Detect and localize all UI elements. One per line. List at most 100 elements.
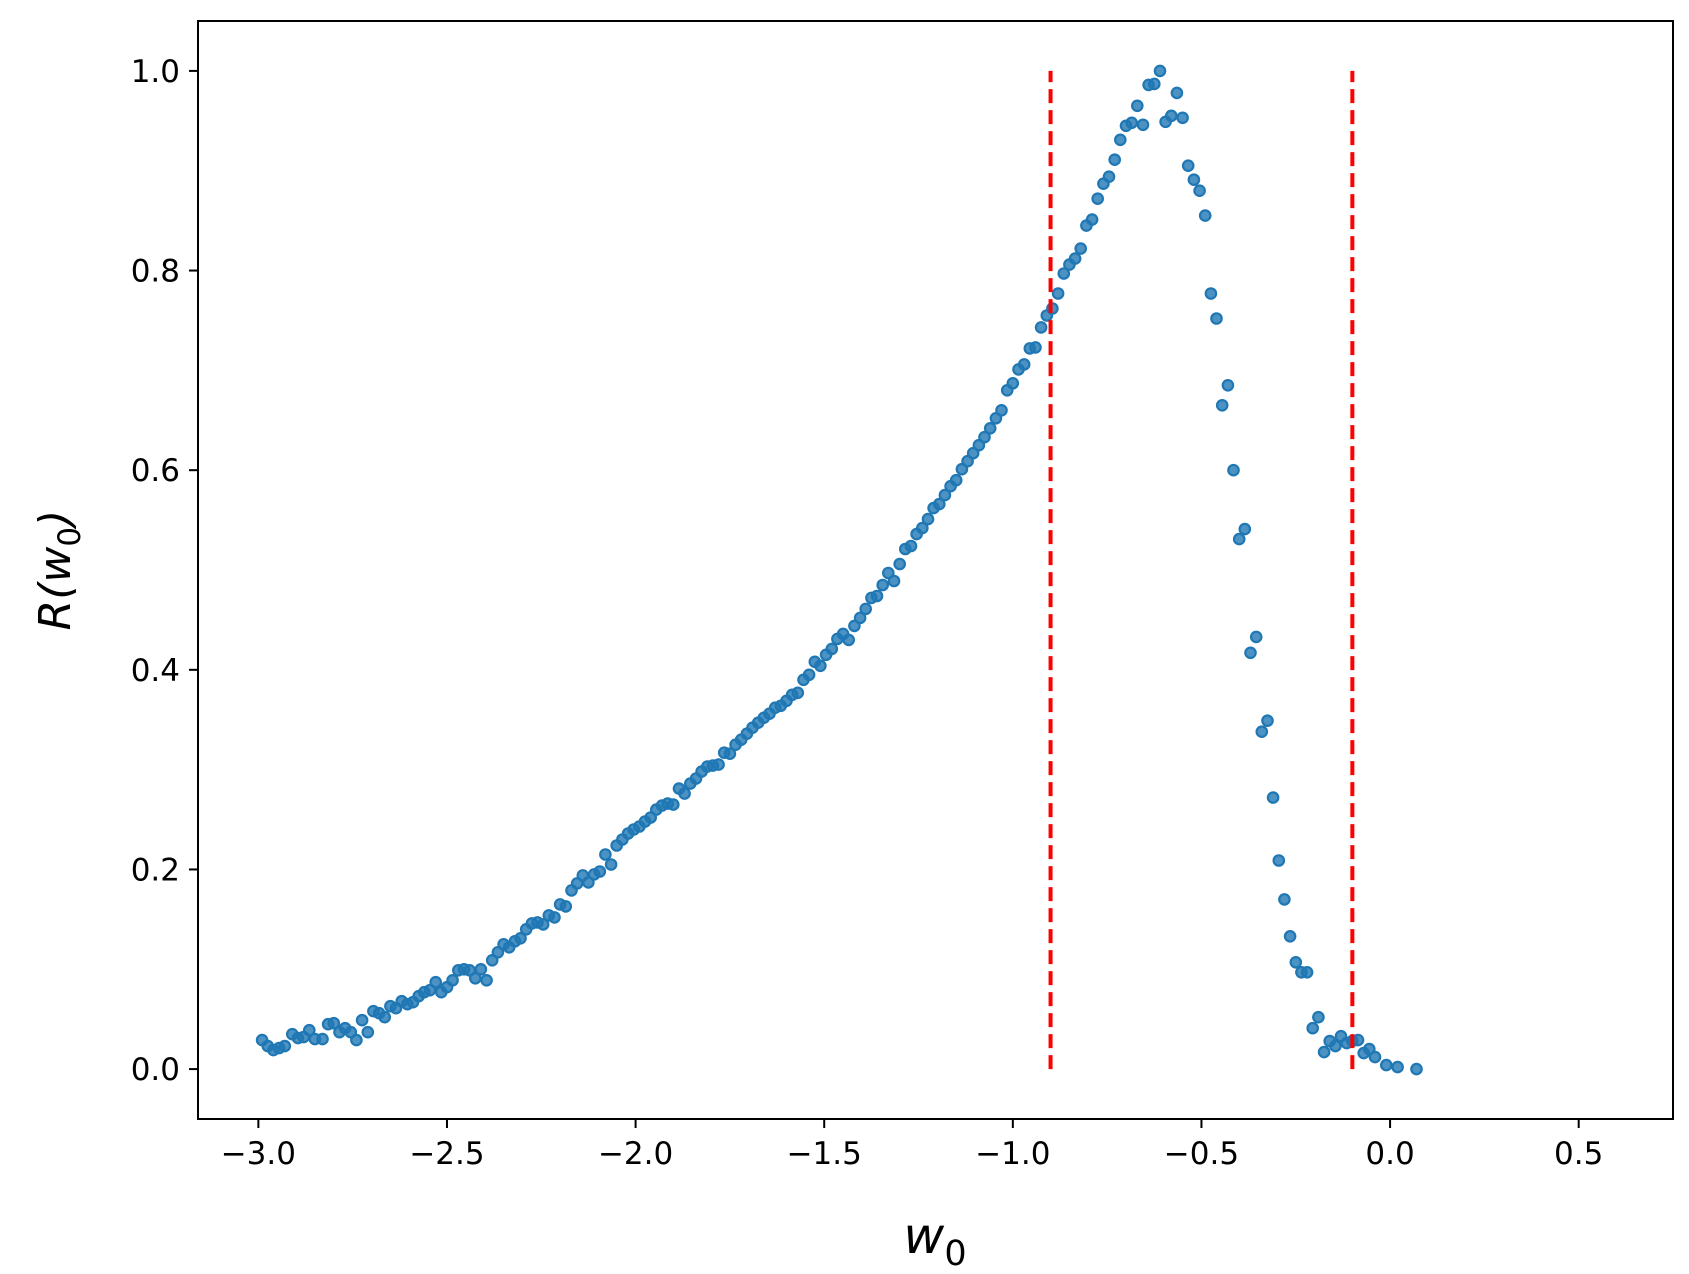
data-point [853, 611, 867, 625]
data-point [361, 1025, 375, 1039]
data-point [1114, 133, 1127, 147]
data-point [1244, 646, 1257, 660]
data-point [278, 1039, 292, 1053]
x-axis-label-base: w [903, 1207, 944, 1265]
data-point [1068, 252, 1082, 265]
plot-frame [197, 20, 1674, 1120]
data-point [1266, 791, 1280, 804]
data-point [1074, 242, 1087, 255]
data-point [1289, 955, 1303, 969]
data-point [876, 578, 889, 592]
y-tick-label: 1.0 [131, 54, 180, 90]
data-point [1210, 312, 1223, 325]
data-point [593, 865, 607, 878]
y-axis-label-base: w [30, 546, 81, 583]
data-point [378, 1010, 391, 1024]
data-point [1261, 714, 1274, 727]
data-point [1238, 522, 1252, 536]
data-point [1278, 893, 1291, 906]
data-point [842, 633, 855, 647]
data-point [1215, 398, 1229, 412]
data-point [949, 473, 963, 487]
data-point [1317, 1045, 1331, 1059]
data-point [1165, 109, 1178, 123]
data-point [1051, 287, 1065, 300]
data-point [712, 758, 725, 771]
data-point [1091, 192, 1104, 205]
y-axis-label-prefix: R( [30, 581, 81, 631]
data-point [978, 430, 991, 444]
y-axis-label: R(w0) [30, 510, 88, 631]
data-point [514, 931, 527, 945]
data-point [995, 403, 1008, 417]
x-tick-label: −1.0 [975, 1136, 1050, 1172]
data-point [302, 1023, 316, 1037]
data-point [474, 962, 488, 976]
data-point [1410, 1062, 1423, 1076]
data-point [1204, 287, 1218, 300]
data-point [1029, 341, 1042, 354]
data-point [983, 421, 997, 435]
x-tick-label: −1.5 [787, 1136, 862, 1172]
data-point [1312, 1010, 1325, 1024]
x-axis-label: w0 [903, 1207, 966, 1274]
data-point [1131, 99, 1144, 113]
data-point [666, 798, 680, 811]
data-point [802, 668, 816, 682]
data-point [1306, 1021, 1319, 1035]
data-point [599, 848, 612, 861]
plot-marks [255, 64, 1423, 1076]
y-tick-label: 0.6 [131, 453, 180, 489]
data-point [1176, 111, 1189, 125]
data-point [604, 858, 618, 871]
data-point [316, 1032, 329, 1046]
y-tick-label: 0.2 [131, 852, 180, 888]
data-point [1108, 153, 1121, 166]
data-point [1380, 1058, 1393, 1072]
data-point [814, 659, 827, 673]
x-tick-label: 0.5 [1554, 1136, 1603, 1172]
data-point [678, 787, 691, 800]
x-tick-label: −3.0 [221, 1136, 296, 1172]
data-point [1351, 1033, 1365, 1047]
data-point [1300, 965, 1314, 979]
x-axis-label-subscript: 0 [944, 1234, 966, 1274]
data-point [1187, 173, 1201, 186]
y-axis-label-suffix: ) [30, 510, 81, 530]
x-tick-label: 0.0 [1365, 1136, 1414, 1172]
data-point [1283, 929, 1297, 943]
data-point [548, 911, 561, 924]
y-tick-label: 0.4 [131, 653, 180, 689]
data-point [350, 1033, 363, 1047]
data-point [1136, 118, 1150, 132]
data-point [1249, 630, 1263, 644]
data-point [904, 539, 918, 553]
data-point [536, 918, 550, 931]
data-point [1232, 532, 1246, 546]
data-point [1034, 321, 1048, 334]
data-point [1057, 267, 1071, 280]
data-point [887, 574, 901, 588]
data-point [791, 686, 805, 700]
data-point [1198, 209, 1212, 222]
x-tick-label: −2.5 [409, 1136, 484, 1172]
data-point [355, 1013, 369, 1027]
data-point [1227, 463, 1240, 477]
y-tick-label: 0.0 [131, 1052, 180, 1088]
data-point [327, 1016, 341, 1030]
data-point [893, 557, 906, 571]
y-axis-label-subscript: 0 [52, 527, 88, 547]
data-point [1391, 1060, 1404, 1074]
data-point [559, 900, 573, 913]
x-tick-label: −2.0 [598, 1136, 673, 1172]
data-point [429, 975, 442, 989]
data-point [446, 973, 459, 987]
data-point [1368, 1050, 1382, 1064]
data-point [1006, 376, 1020, 390]
data-point [1017, 358, 1031, 371]
data-point [1148, 77, 1161, 91]
data-point [723, 747, 737, 760]
data-point [1125, 116, 1138, 130]
data-point [1181, 159, 1195, 172]
